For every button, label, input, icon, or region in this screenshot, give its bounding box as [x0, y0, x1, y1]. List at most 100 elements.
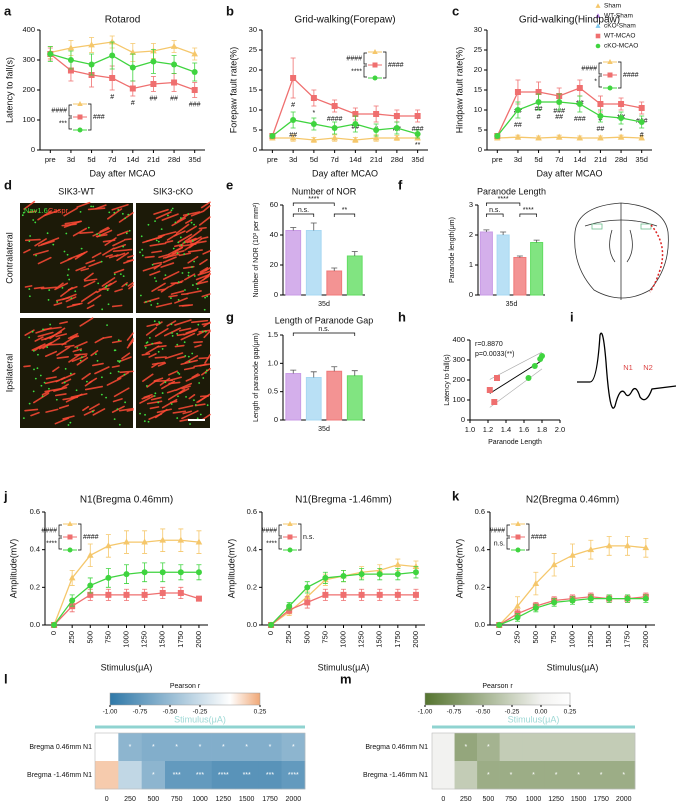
fiber	[200, 236, 209, 240]
node-dot	[43, 381, 46, 384]
y-axis-label: Amplitude(mV)	[8, 539, 18, 599]
fiber	[204, 267, 211, 272]
fiber	[24, 238, 41, 242]
fiber	[63, 207, 78, 217]
row-label: Ipsilateral	[4, 354, 14, 393]
node-dot	[33, 368, 35, 371]
marker	[47, 51, 54, 57]
y-tick-label: 15	[474, 85, 482, 94]
chart-title: Rotarod	[105, 15, 141, 26]
fiber	[151, 282, 166, 292]
heatmap-cell	[281, 761, 306, 790]
fiber	[128, 284, 134, 290]
error-bar	[290, 227, 297, 231]
x-axis-label: Paranode Length	[488, 439, 542, 446]
significance: ####	[261, 527, 277, 534]
node-dot	[125, 283, 128, 286]
node-dot	[178, 373, 181, 375]
x-tick-label: 0	[266, 631, 275, 635]
marker	[358, 591, 365, 598]
comparison-bracket	[486, 213, 504, 217]
x-tick-label: 1750	[393, 631, 402, 648]
colorbar-tick-label: -1.00	[103, 709, 118, 716]
fiber	[33, 286, 45, 290]
fiber	[126, 259, 134, 262]
fiber	[166, 389, 176, 394]
error-bar	[351, 370, 358, 376]
node-dot	[48, 387, 50, 390]
marker	[331, 134, 338, 141]
marker	[373, 111, 380, 117]
node-dot	[170, 209, 173, 212]
y-tick-label: 1.0	[268, 358, 278, 367]
column-label: 1750	[593, 796, 609, 803]
colorbar	[109, 692, 261, 706]
bar	[326, 370, 343, 421]
significance: ****	[498, 196, 509, 203]
heatmap-cell	[454, 733, 478, 762]
x-axis-label: Day after MCAO	[536, 168, 602, 178]
fiber	[168, 370, 178, 376]
node-dot	[34, 221, 37, 224]
fiber	[146, 400, 163, 405]
fiber	[61, 223, 77, 227]
y-tick-label: 5	[253, 125, 257, 134]
marker	[532, 605, 539, 612]
x-tick-label: 1.0	[465, 425, 475, 434]
node-dot	[105, 284, 108, 287]
x-tick-label: 500	[85, 631, 94, 644]
node-dot	[86, 380, 88, 383]
node-dot	[61, 286, 64, 289]
bracket	[78, 523, 82, 551]
fiber	[155, 302, 173, 308]
fiber	[23, 365, 31, 368]
x-tick-label: 3d	[67, 155, 75, 164]
significance: *	[464, 744, 467, 751]
marker	[77, 127, 83, 133]
x-tick-label: 1250	[140, 631, 149, 648]
series-line	[49, 53, 195, 91]
fiber	[116, 252, 129, 262]
fiber	[174, 319, 192, 326]
column-label: 750	[505, 796, 517, 803]
fiber	[23, 200, 36, 210]
marker	[159, 536, 167, 543]
marker	[607, 59, 613, 64]
node-dot	[143, 420, 146, 423]
heatmap-cell	[544, 733, 568, 762]
fiber	[201, 293, 211, 298]
fiber	[165, 240, 174, 244]
x-tick-label: 500	[302, 631, 311, 644]
fiber	[183, 329, 197, 336]
node-dot	[193, 223, 195, 226]
bracket	[526, 523, 530, 551]
significance: *	[600, 772, 603, 779]
marker	[287, 547, 293, 553]
significance: *	[487, 744, 490, 751]
fiber	[178, 327, 192, 332]
significance: n.s.	[494, 540, 505, 547]
fiber	[187, 255, 199, 264]
node-dot	[109, 372, 112, 375]
fiber	[150, 396, 162, 401]
fiber	[176, 213, 190, 223]
colorbar-label: Pearson r	[170, 683, 201, 690]
x-axis-label: 35d	[506, 301, 518, 308]
y-tick-label: 400	[452, 335, 465, 344]
marker	[569, 551, 576, 558]
x-tick-label: 1250	[586, 631, 595, 648]
marker	[587, 595, 594, 602]
significance: *	[594, 78, 597, 85]
fiber	[145, 345, 160, 355]
panel-letter: j	[3, 488, 8, 503]
node-dot	[21, 214, 24, 217]
x-tick-label: 14d	[349, 155, 362, 164]
error-bar	[351, 251, 358, 256]
x-tick-label: 7d	[555, 155, 563, 164]
node-dot	[36, 367, 39, 370]
x-tick-label: 7d	[330, 155, 338, 164]
x-tick-label: 1.8	[537, 425, 547, 434]
marker	[129, 85, 136, 92]
fiber	[145, 326, 158, 336]
fiber	[204, 354, 211, 364]
